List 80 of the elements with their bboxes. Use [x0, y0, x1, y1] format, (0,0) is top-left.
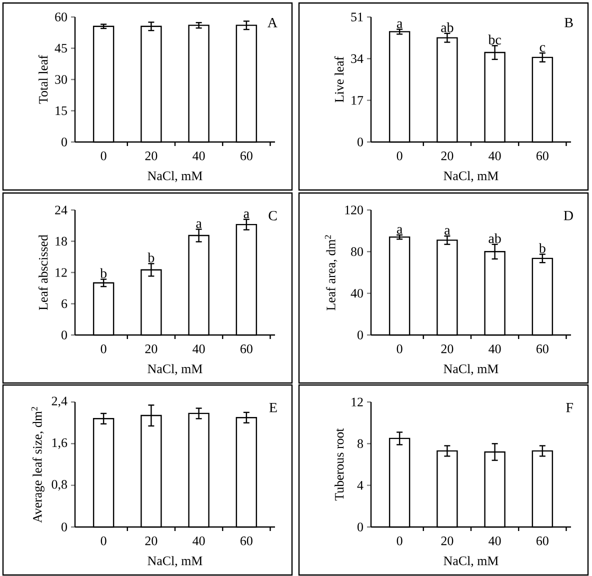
y-tick-label: 15 — [56, 106, 67, 116]
y-axis-title: Total leaf — [38, 54, 48, 104]
x-tick-label: 20 — [145, 536, 158, 546]
x-tick-label: 0 — [396, 152, 402, 160]
y-tick-label: 45 — [54, 44, 67, 53]
x-axis-title: NaCl, mM — [444, 171, 498, 182]
chart-title: D — [564, 210, 573, 220]
x-axis-title: NaCl, mM — [444, 364, 498, 376]
x-tick-label: 0 — [100, 536, 106, 546]
x-tick-label: 60 — [536, 536, 548, 546]
annotation: bc — [488, 34, 501, 44]
x-tick-label: 40 — [192, 152, 205, 160]
annotation: a — [396, 21, 402, 28]
annotation: b — [538, 243, 546, 254]
y-axis-title: Leaf area, dm$^{2}$ — [324, 235, 338, 310]
annotation: b — [100, 268, 107, 278]
y-tick-label: 4 — [357, 481, 364, 490]
x-tick-label: 0 — [100, 152, 106, 160]
y-tick-label: 80 — [351, 247, 363, 256]
x-tick-label: 20 — [145, 152, 158, 160]
x-tick-label: 60 — [536, 344, 548, 354]
x-tick-label: 60 — [240, 536, 252, 546]
y-tick-label: 0 — [358, 522, 363, 532]
annotation: a — [196, 221, 202, 228]
y-tick-label: 24 — [55, 206, 68, 214]
annotation: a — [444, 228, 450, 235]
chart-title: B — [564, 18, 573, 28]
x-axis-title: NaCl, mM — [148, 556, 202, 568]
x-tick-label: 40 — [192, 536, 205, 546]
y-tick-label: 0,8 — [52, 480, 67, 491]
annotation: ab — [441, 22, 454, 32]
y-tick-label: 8 — [358, 439, 363, 448]
y-axis-title: Leaf abscissed — [38, 234, 48, 310]
annotation: c — [540, 45, 546, 52]
annotation: b — [148, 252, 154, 262]
x-tick-label: 20 — [145, 344, 158, 354]
x-tick-label: 20 — [441, 536, 454, 546]
x-tick-label: 60 — [240, 344, 252, 354]
x-axis-title: NaCl, mM — [444, 556, 498, 568]
y-tick-label: 0 — [62, 522, 67, 532]
chart-title: E — [269, 403, 277, 412]
annotation: a — [244, 211, 250, 218]
y-tick-label: 51 — [351, 12, 363, 22]
y-tick-label: 34 — [351, 54, 364, 64]
y-tick-label: 0 — [358, 330, 363, 340]
y-axis-title: Live leaf — [334, 56, 344, 102]
y-tick-label: 30 — [55, 75, 67, 84]
x-axis-title: NaCl, mM — [148, 364, 202, 376]
chart-title: F — [566, 403, 573, 412]
y-axis-title: Tuberous root — [334, 428, 344, 501]
y-tick-label: 40 — [350, 288, 363, 298]
x-tick-label: 40 — [488, 152, 501, 160]
annotation: a — [396, 227, 402, 234]
chart-title: A — [268, 18, 278, 28]
x-tick-label: 0 — [396, 344, 402, 354]
y-tick-label: 6 — [62, 299, 68, 308]
y-tick-label: 12 — [352, 398, 363, 406]
y-tick-label: 1,6 — [52, 438, 68, 449]
x-tick-label: 20 — [441, 152, 454, 160]
x-tick-label: 0 — [100, 344, 106, 354]
y-tick-label: 17 — [352, 96, 364, 105]
y-tick-label: 18 — [56, 236, 67, 246]
annotation: ab — [488, 233, 501, 244]
x-tick-label: 40 — [488, 344, 501, 354]
x-tick-label: 60 — [536, 152, 548, 160]
y-tick-label: 12 — [56, 268, 67, 277]
x-tick-label: 20 — [441, 344, 454, 354]
y-tick-label: 0 — [62, 138, 67, 146]
y-tick-label: 2,4 — [52, 396, 68, 408]
x-axis-title: NaCl, mM — [148, 171, 202, 182]
y-tick-label: 60 — [55, 12, 67, 22]
x-tick-label: 0 — [396, 536, 402, 546]
x-tick-label: 40 — [192, 344, 205, 354]
y-axis-title: Average leaf size, dm$^{2}$ — [31, 407, 44, 523]
chart-title: C — [268, 211, 277, 220]
y-tick-label: 0 — [358, 138, 363, 146]
x-tick-label: 60 — [240, 152, 252, 160]
x-tick-label: 40 — [488, 536, 501, 546]
y-tick-label: 120 — [345, 206, 363, 214]
y-tick-label: 0 — [62, 330, 67, 340]
